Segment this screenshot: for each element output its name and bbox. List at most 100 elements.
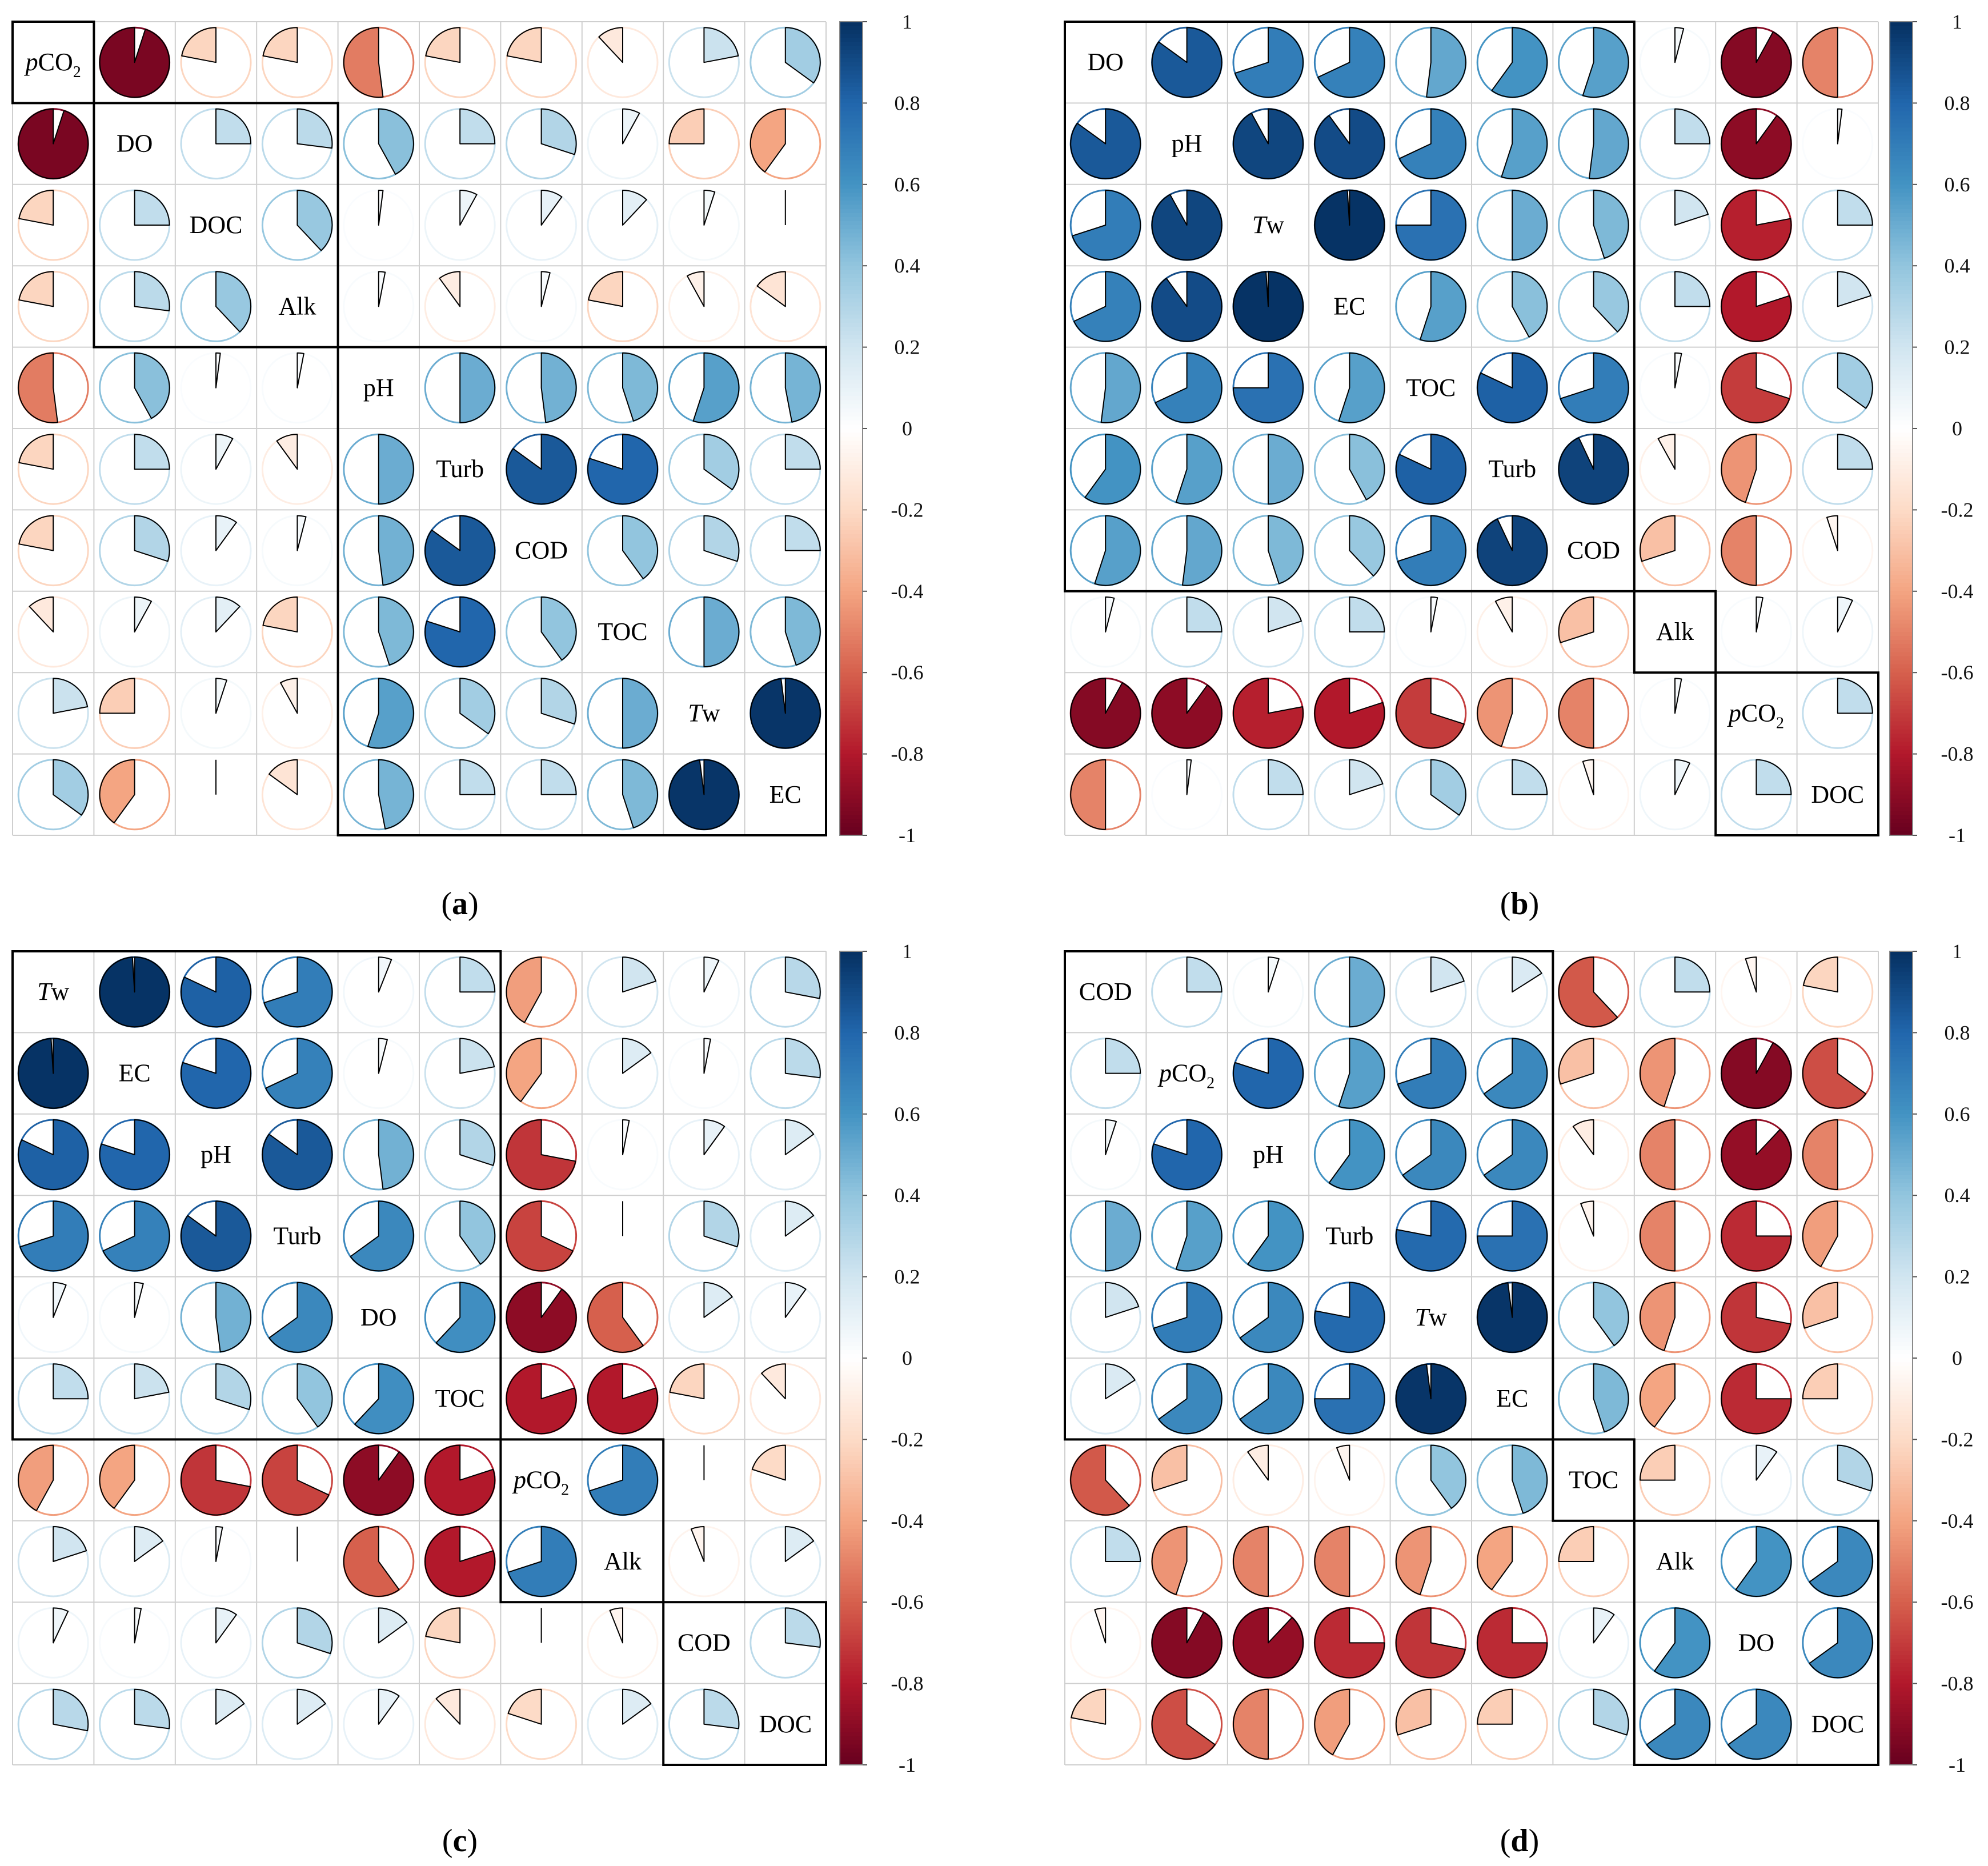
pie-cell	[1639, 189, 1711, 261]
colorbar-segment	[840, 750, 863, 755]
pie-cell	[99, 1200, 171, 1272]
pie-slice	[1721, 271, 1792, 342]
pie-slice	[1233, 271, 1304, 342]
pie-cell	[1395, 1363, 1467, 1435]
pie-cell	[749, 1200, 821, 1272]
pie-cell	[1558, 433, 1630, 505]
pie-slice	[215, 1282, 252, 1353]
pie-slice	[1640, 1444, 1676, 1481]
pie-cell	[261, 108, 333, 180]
pie-cell	[1558, 352, 1630, 424]
pie-slice	[1349, 515, 1385, 577]
pie-cell	[668, 433, 740, 505]
pie-cell	[1558, 596, 1630, 668]
colorbar-segment	[1890, 807, 1913, 812]
pie-slice	[99, 27, 170, 98]
pie-cell	[1313, 1607, 1385, 1679]
pie-slice	[424, 515, 496, 586]
variable-label: Alk	[604, 1547, 642, 1575]
pie-slice	[181, 956, 252, 1028]
pie-cell	[1639, 1607, 1711, 1679]
colorbar-segment	[1890, 465, 1913, 470]
colorbar-segment	[840, 359, 863, 364]
pie-slice	[1593, 1363, 1629, 1433]
colorbar-segment	[1890, 371, 1913, 377]
colorbar-segment	[1890, 1081, 1913, 1086]
pie-slice	[268, 1282, 333, 1353]
colorbar-segment	[1890, 636, 1913, 641]
pie-slice	[1175, 1200, 1223, 1272]
pie-slice	[609, 1607, 623, 1644]
colorbar-segment	[840, 672, 863, 678]
pie-cell	[749, 1119, 821, 1191]
pie-slice	[343, 1526, 400, 1597]
colorbar-tick-label: 0.8	[1945, 91, 1970, 114]
colorbar-segment	[840, 253, 863, 258]
pie-cell	[1558, 189, 1630, 261]
colorbar-segment	[840, 1488, 863, 1493]
pie-cell	[1069, 1038, 1141, 1110]
pie-slice	[622, 352, 658, 422]
colorbar-segment	[1890, 1732, 1913, 1737]
pie-cell	[424, 1607, 496, 1679]
pie-slice	[459, 956, 496, 993]
colorbar-segment	[1890, 1195, 1913, 1200]
colorbar-segment	[840, 967, 863, 972]
colorbar-segment	[840, 1085, 863, 1090]
pie-slice	[540, 108, 577, 155]
pie-slice	[1070, 108, 1141, 179]
pie-slice	[588, 1444, 659, 1516]
colorbar-segment	[840, 30, 863, 35]
pie-slice	[622, 190, 647, 226]
pie-slice	[540, 678, 577, 725]
colorbar-segment	[1890, 229, 1913, 234]
pie-slice	[784, 434, 821, 470]
colorbar-segment	[840, 542, 863, 547]
colorbar-segment	[840, 257, 863, 262]
pie-slice	[1755, 759, 1792, 795]
colorbar-segment	[840, 1224, 863, 1228]
pie-slice	[1247, 1200, 1304, 1272]
pie-cell	[749, 433, 821, 505]
pie-cell	[17, 189, 89, 261]
pie-slice	[1186, 956, 1223, 993]
pie-slice	[784, 515, 821, 551]
colorbar-segment	[1890, 680, 1913, 686]
colorbar-segment	[1890, 705, 1913, 710]
colorbar-segment	[840, 684, 863, 690]
colorbar-segment	[1890, 266, 1913, 271]
pie-cell	[1069, 1607, 1141, 1679]
colorbar-segment	[1890, 1683, 1913, 1688]
colorbar-segment	[1890, 78, 1913, 83]
cluster-box	[93, 102, 339, 349]
colorbar-segment	[1890, 209, 1913, 214]
colorbar-segment	[1890, 603, 1913, 608]
colorbar-segment	[1890, 534, 1913, 539]
pie-cell	[343, 1119, 415, 1191]
colorbar-segment	[1890, 1346, 1913, 1351]
pie-slice	[378, 515, 414, 586]
pie-cell	[1069, 352, 1141, 424]
colorbar-segment	[840, 1480, 863, 1485]
pie-cell	[668, 1119, 740, 1191]
pie-cell	[1232, 759, 1304, 831]
colorbar-segment	[1890, 1048, 1913, 1054]
pie-cell	[749, 26, 821, 98]
pie-cell	[1476, 352, 1548, 424]
colorbar-segment	[1890, 1553, 1913, 1558]
colorbar-segment	[840, 1362, 863, 1367]
colorbar-segment	[840, 400, 863, 405]
pie-slice	[439, 271, 461, 307]
pie-cell	[506, 1200, 578, 1272]
colorbar-segment	[840, 485, 863, 490]
colorbar-segment	[1890, 1577, 1913, 1583]
colorbar-segment	[1890, 692, 1913, 698]
variable-label: EC	[1496, 1384, 1528, 1412]
colorbar-segment	[840, 270, 863, 275]
pie-cell	[587, 1038, 659, 1110]
colorbar-segment	[1890, 782, 1913, 787]
pie-slice	[1477, 1200, 1548, 1272]
colorbar-segment	[1890, 1256, 1913, 1261]
pie-cell	[1313, 1688, 1385, 1760]
colorbar-segment	[840, 294, 863, 299]
